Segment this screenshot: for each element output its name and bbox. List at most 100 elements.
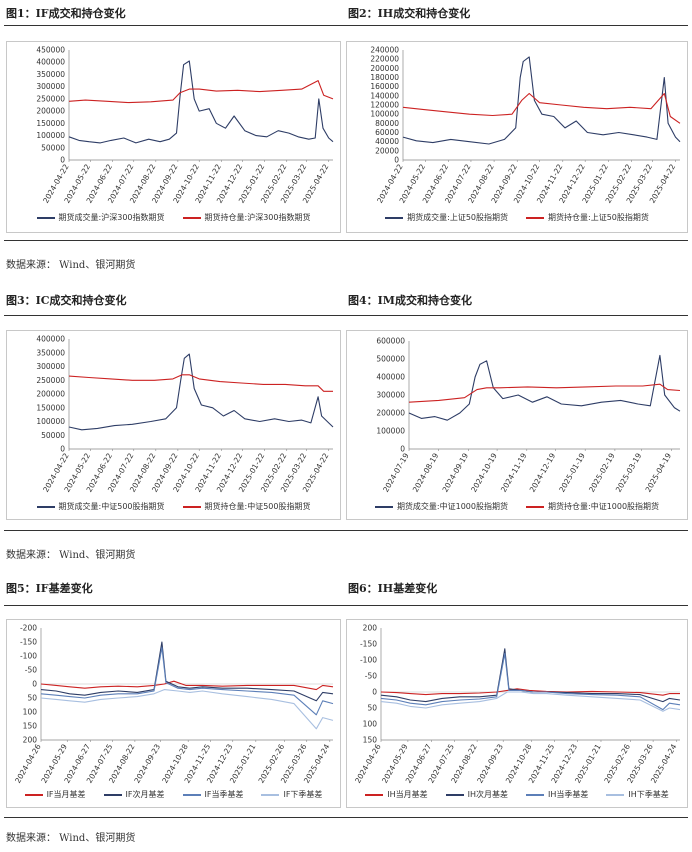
y-tick-label: 160000 <box>370 82 399 91</box>
y-tick-label: 100000 <box>376 427 405 436</box>
legend-item: IF当季基差 <box>182 789 243 800</box>
chart-panel-im-volume: 0 100000 200000 300000 400000 500000 600000 202… <box>346 330 688 520</box>
source-note: 数据来源： Wind、银河期货 <box>6 260 136 271</box>
chart-legend: 期货成交量:中证1000股指期货 期货持仓量:中证1000股指期货 <box>347 501 687 512</box>
legend-swatch <box>36 505 55 508</box>
legend-item: IF当月基差 <box>24 789 86 800</box>
legend-label: IH当月基差 <box>387 790 428 799</box>
figure-title-2: 图2：IH成交和持仓变化 <box>348 7 471 20</box>
y-tick-label: 220000 <box>370 55 399 64</box>
y-tick-label: 500000 <box>376 355 405 364</box>
bottom-rule <box>4 240 688 241</box>
series-line-2 <box>68 374 333 392</box>
x-tick-label: 2025-04-19 <box>644 451 674 493</box>
y-tick-label: 240000 <box>370 46 399 55</box>
ih-basis-chart: 150100500-50-100-1502002024-04-262024-05… <box>353 624 681 785</box>
x-tick-label: 2024-08-19 <box>411 451 441 493</box>
legend-label: IH当季基差 <box>548 790 589 799</box>
legend-swatch <box>365 793 384 796</box>
y-tick-label: 350000 <box>36 348 65 357</box>
figure-title-5: 图5：IF基差变化 <box>6 582 93 595</box>
y-tick-label: 20000 <box>375 146 399 155</box>
y-tick-label: 40000 <box>375 137 399 146</box>
y-tick-label: 150 <box>23 722 38 731</box>
y-tick-label: 80000 <box>375 119 399 128</box>
x-tick-label: 2024-09-23 <box>475 742 505 784</box>
source-note: 数据来源： Wind、银河期货 <box>6 550 136 561</box>
y-tick-label: 100 <box>363 720 378 729</box>
legend-label: IH次月基差 <box>467 790 508 799</box>
y-tick-label: 350000 <box>36 70 65 79</box>
legend-label: 期货成交量:沪深300指数期货 <box>58 213 165 222</box>
title-rule <box>4 605 688 606</box>
y-tick-label: 50000 <box>41 431 65 440</box>
y-tick-label: 50 <box>367 704 377 713</box>
im-volume-chart: 0 100000 200000 300000 400000 500000 600000 202… <box>376 337 681 494</box>
legend-swatch <box>526 216 544 219</box>
chart-panel-ic-volume: 0 50000 100000 150000 200000 250000 300000 3500… <box>6 330 341 520</box>
legend-label: 期货持仓量:上证50股指期货 <box>548 213 649 222</box>
legend-label: 期货持仓量:中证500股指期货 <box>204 502 311 511</box>
series-line-1 <box>68 60 334 144</box>
x-tick-label: 2024-04-26 <box>13 742 43 784</box>
x-tick-label: 2024-04-26 <box>353 742 383 784</box>
legend-item: IH当季基差 <box>526 789 588 800</box>
y-tick-label: 400000 <box>376 373 405 382</box>
y-tick-label: -50 <box>25 666 37 675</box>
x-tick-label: 2024-11-19 <box>499 451 529 493</box>
legend-swatch <box>526 505 544 508</box>
chart-panel-if-volume: 0 50000 100000 150000 200000 250000 300000 3500… <box>6 41 341 233</box>
y-tick-label: -100 <box>360 656 377 665</box>
legend-item: 期货成交量:中证500股指期货 <box>36 501 165 512</box>
ih-volume-chart: 0200004000060000800001000001200001400001… <box>370 46 681 205</box>
y-tick-label: 60000 <box>375 128 399 137</box>
figure-title-6: 图6：IH基差变化 <box>348 582 438 595</box>
chart-legend: 期货成交量:中证500股指期货 期货持仓量:中证500股指期货 <box>7 501 340 512</box>
y-tick-label: 120000 <box>370 101 399 110</box>
y-tick-label: 150000 <box>36 119 65 128</box>
legend-label: 期货持仓量:沪深300指数期货 <box>204 213 311 222</box>
legend-swatch <box>606 793 625 796</box>
ic-volume-chart: 0 50000 100000 150000 200000 250000 300000 3500… <box>36 335 334 494</box>
legend-label: IF次月基差 <box>125 790 165 799</box>
legend-label: 期货成交量:上证50股指期货 <box>407 213 508 222</box>
chart-panel-if-basis: 200 150 100 50 0 -50 -100 -150 -200 2024-04-26 202… <box>6 619 341 808</box>
y-tick-label: 250000 <box>36 376 65 385</box>
y-tick-label: 0 <box>372 688 377 697</box>
series-line-3 <box>380 653 681 711</box>
legend-item: 期货成交量:沪深300指数期货 <box>36 212 165 223</box>
x-tick-label: 2024-09-19 <box>441 451 471 493</box>
legend-swatch <box>24 793 43 796</box>
legend-label: 期货成交量:中证1000股指期货 <box>396 502 508 511</box>
legend-swatch <box>36 216 55 219</box>
series-line-2 <box>380 648 681 703</box>
y-tick-label: -50 <box>365 672 377 681</box>
y-tick-label: 100000 <box>36 417 65 426</box>
x-tick-label: 2024-10-19 <box>469 451 499 493</box>
legend-swatch <box>374 505 393 508</box>
legend-item: 期货持仓量:中证500股指期货 <box>182 501 311 512</box>
y-tick-label: 300000 <box>36 82 65 91</box>
x-tick-label: 2024-12-19 <box>528 451 558 493</box>
y-tick-label: -100 <box>20 652 37 661</box>
y-tick-label: 150000 <box>36 403 65 412</box>
x-tick-label: 2024-09-23 <box>132 742 162 784</box>
legend-swatch <box>526 793 544 796</box>
series-line-4 <box>40 689 334 730</box>
y-tick-label: 450000 <box>36 46 65 55</box>
series-line-3 <box>40 647 334 716</box>
chart-panel-ih-volume: 0 20000 40000 60000 80000 100000 120000 140000 1… <box>346 41 688 233</box>
y-tick-label: 140000 <box>370 91 399 100</box>
y-tick-label: 300000 <box>36 362 65 371</box>
bottom-rule <box>4 530 688 531</box>
y-tick-label: 0 <box>394 156 399 165</box>
legend-item: 期货成交量:上证50股指期货 <box>385 212 508 223</box>
y-tick-label: 100000 <box>370 110 399 119</box>
series-line-2 <box>408 383 681 403</box>
series-line-2 <box>402 92 681 124</box>
series-line-4 <box>380 691 681 712</box>
chart-legend: IF当月基差 IF次月基差 IF当季基差 IF下季基差 <box>7 789 340 800</box>
if-volume-chart: 0 50000 100000 150000 200000 250000 300000 3500… <box>36 46 334 205</box>
legend-label: IF当月基差 <box>46 790 86 799</box>
series-line-1 <box>408 354 681 421</box>
